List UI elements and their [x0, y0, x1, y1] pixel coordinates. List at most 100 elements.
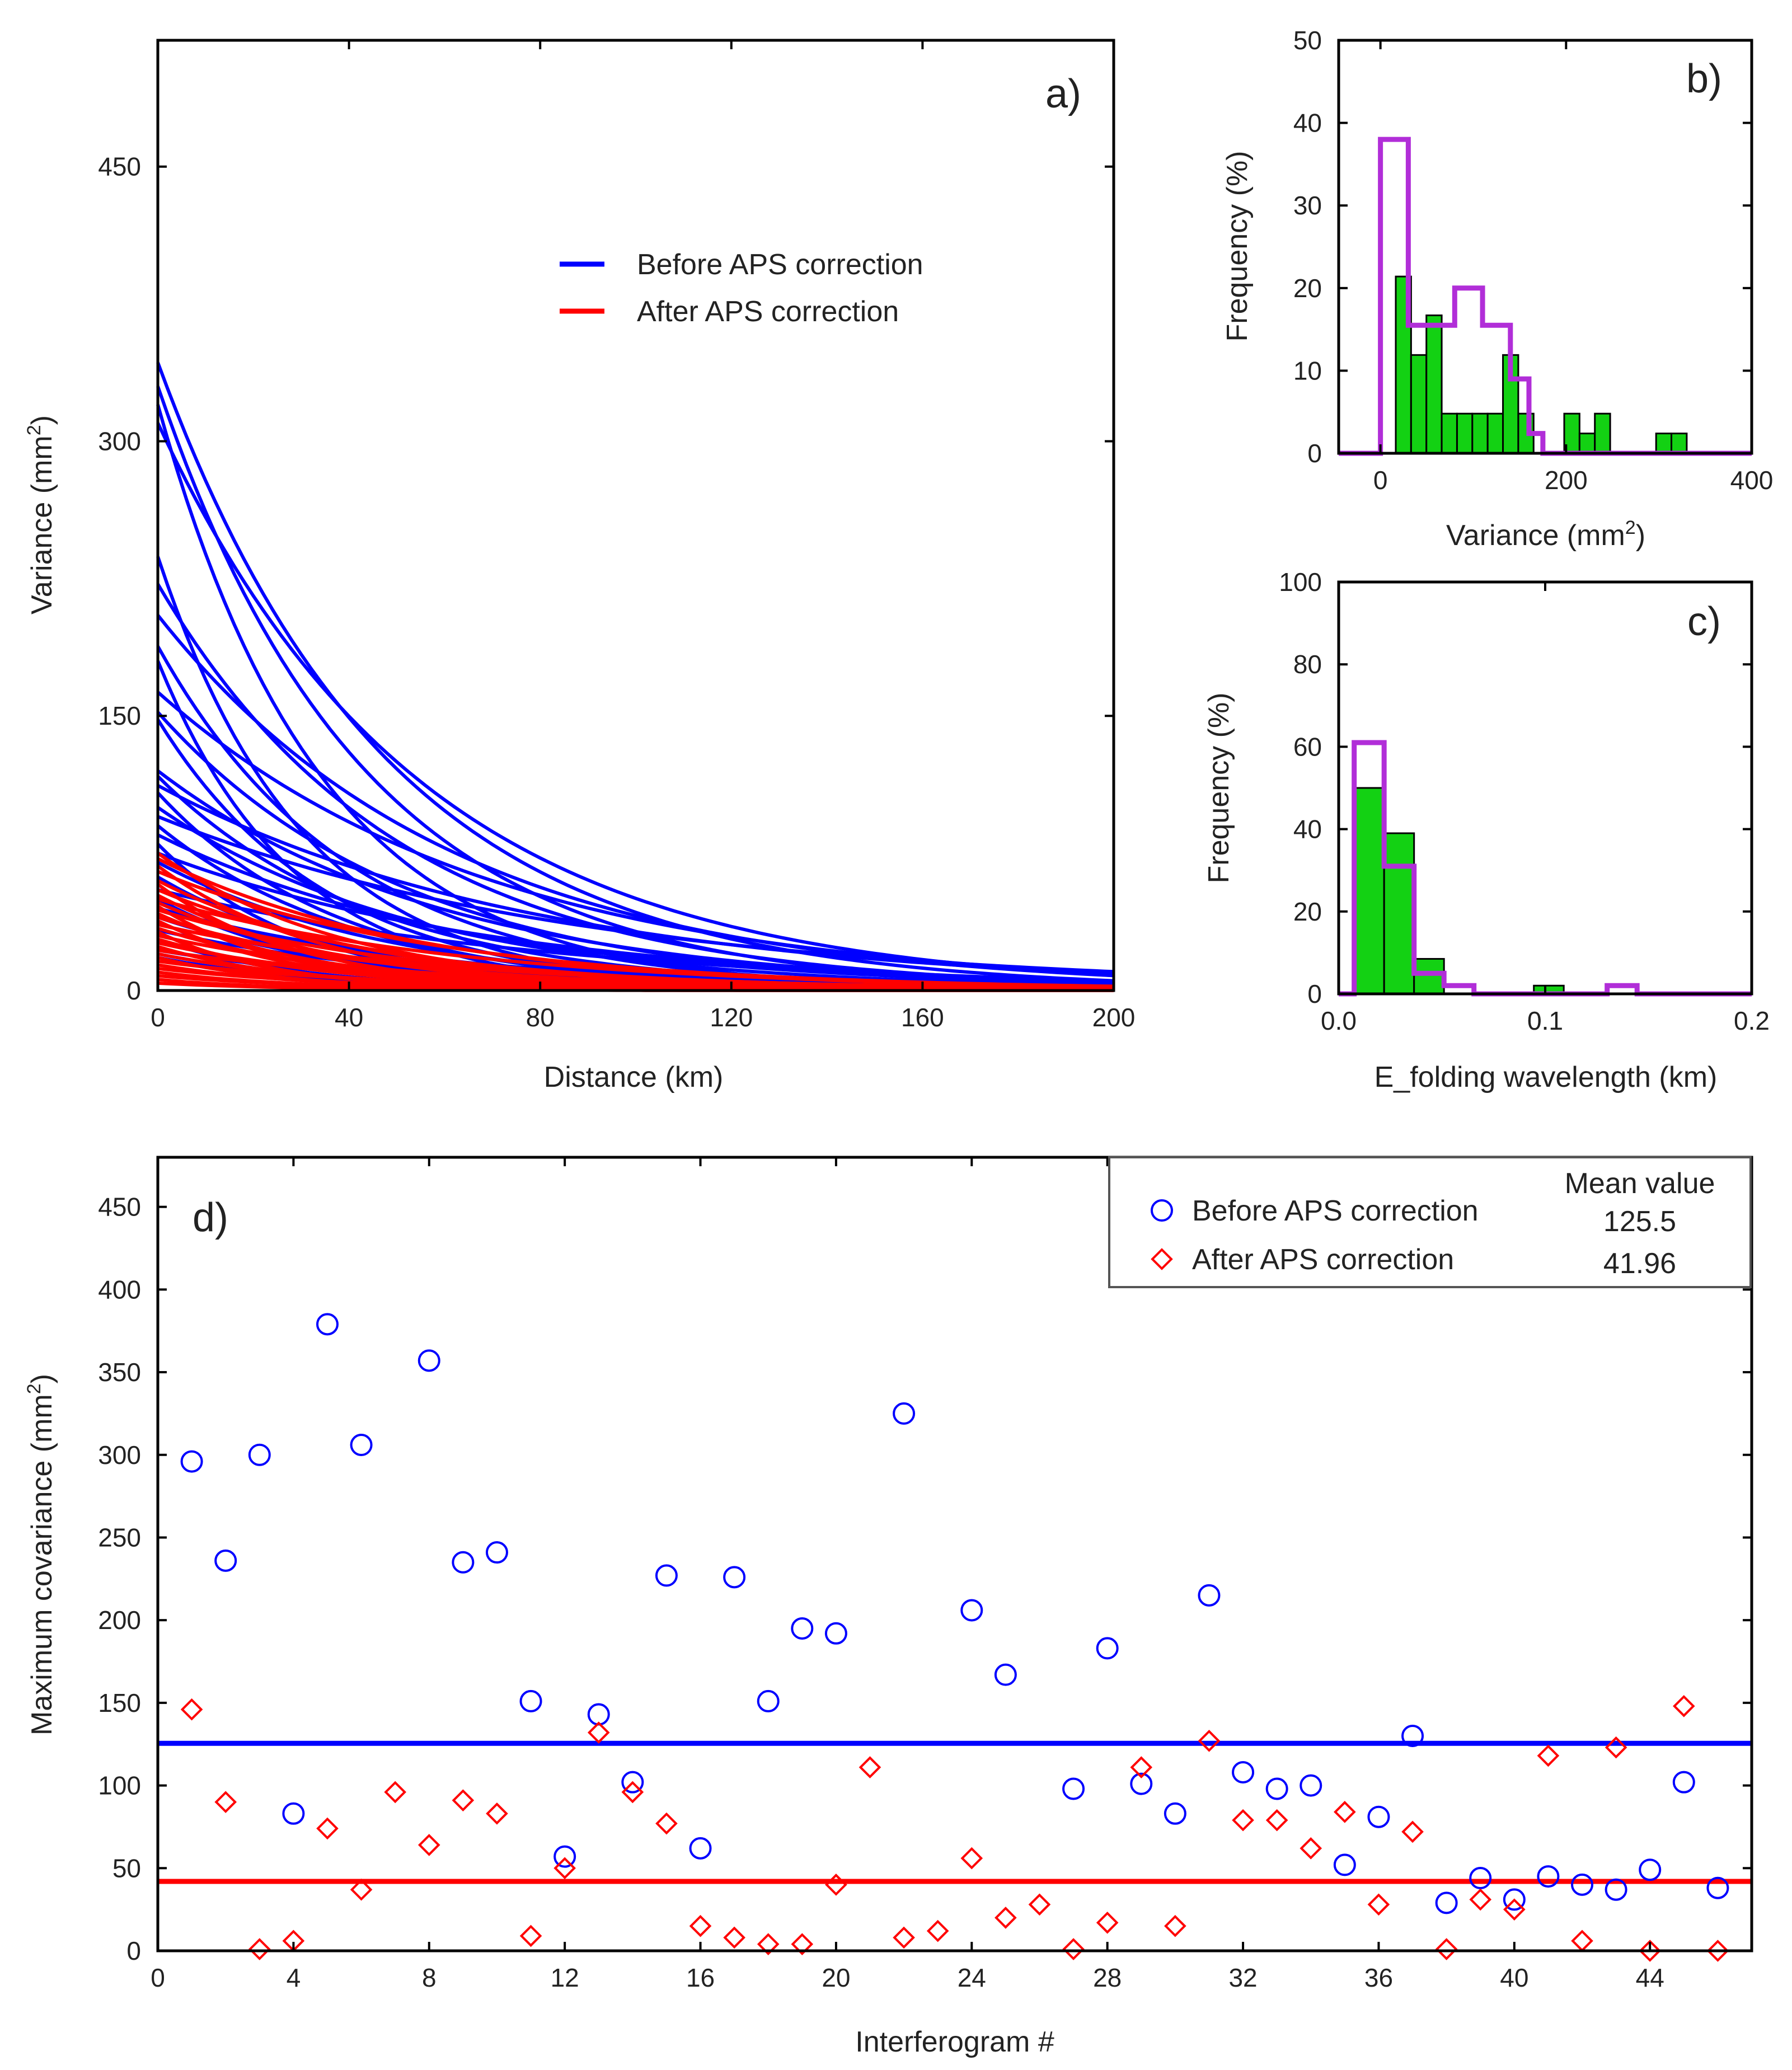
- point-after: [1198, 1730, 1221, 1752]
- panel-b-x-tick-label: 0: [1373, 466, 1388, 495]
- point-after: [486, 1803, 508, 1825]
- point-after: [1164, 1914, 1186, 1937]
- panel-a-x-tick-label: 120: [710, 1003, 753, 1032]
- panel-b-x-tick-label: 200: [1545, 466, 1588, 495]
- point-before: [1639, 1858, 1662, 1881]
- point-before: [791, 1617, 814, 1640]
- panel-c-x-tick-label: 0.1: [1527, 1006, 1563, 1035]
- panel-d-frame: [156, 1156, 1753, 1952]
- histogram-bar: [1353, 787, 1385, 995]
- histogram-bar: [1655, 433, 1673, 454]
- histogram-bar: [1594, 412, 1611, 454]
- point-before: [689, 1837, 712, 1860]
- panel-a-y-axis-label: Variance (mm2): [24, 415, 58, 614]
- panel-c-y-tick-label: 80: [1293, 650, 1322, 679]
- point-after: [825, 1874, 847, 1896]
- point-after: [1503, 1898, 1526, 1921]
- legend-after-marker: [1151, 1248, 1173, 1270]
- panel-c-bars: [1353, 787, 1565, 995]
- panel-a-y-tick-label: 450: [98, 152, 141, 181]
- panel-a-frame: [156, 39, 1115, 992]
- point-after: [587, 1721, 610, 1744]
- panel-d-x-tick-label: 24: [958, 1963, 986, 1992]
- point-after: [689, 1914, 712, 1937]
- panel-c-x-axis-label: E_folding wavelength (km): [1375, 1061, 1718, 1093]
- panel-d-legend-box: [1108, 1156, 1752, 1288]
- point-after: [859, 1756, 881, 1778]
- panel-d-x-tick-label: 16: [686, 1963, 715, 1992]
- panel-d-y-tick-label: 350: [98, 1358, 141, 1387]
- panel-b-y-tick-label: 20: [1293, 274, 1322, 303]
- panel-c-y-tick-label: 40: [1293, 815, 1322, 844]
- panel-b-label: b): [1686, 57, 1722, 101]
- legend-mean-header: Mean value: [1565, 1167, 1715, 1200]
- panel-c-y-tick-label: 20: [1293, 897, 1322, 926]
- panel-d-x-tick-label: 12: [551, 1963, 579, 1992]
- point-before: [1130, 1772, 1153, 1795]
- panel-d-y-tick-label: 250: [98, 1523, 141, 1552]
- point-after: [893, 1926, 915, 1949]
- panel-d-points: [180, 1313, 1729, 1962]
- panel-a-label: a): [1045, 72, 1081, 116]
- point-after: [519, 1925, 542, 1947]
- point-after: [417, 1834, 440, 1856]
- point-before: [1232, 1761, 1255, 1783]
- point-before: [994, 1663, 1017, 1686]
- point-after: [282, 1930, 305, 1952]
- panel-a-x-axis-label: Distance (km): [544, 1061, 724, 1093]
- point-before: [519, 1689, 542, 1712]
- histogram-bar: [1471, 412, 1489, 454]
- curve-before: [157, 815, 1114, 974]
- panel-d-x-tick-label: 44: [1636, 1963, 1664, 1992]
- panel-b-y-axis-label: Frequency (%): [1221, 151, 1254, 342]
- point-before: [1333, 1853, 1356, 1876]
- histogram-bar: [1425, 315, 1443, 454]
- point-before: [452, 1551, 475, 1574]
- point-before: [1062, 1777, 1085, 1800]
- histogram-bar: [1413, 957, 1445, 995]
- point-before: [1469, 1867, 1492, 1890]
- point-before: [893, 1402, 916, 1425]
- panel-d-y-tick-label: 400: [98, 1275, 141, 1304]
- panel-d-y-tick-label: 300: [98, 1440, 141, 1470]
- panel-d-x-tick-label: 36: [1364, 1963, 1393, 1992]
- histogram-bar: [1486, 412, 1504, 454]
- panel-d-x-tick-label: 32: [1228, 1963, 1257, 1992]
- point-after: [960, 1847, 983, 1870]
- panel-d-y-tick-label: 0: [126, 1936, 141, 1965]
- point-before: [1164, 1802, 1186, 1825]
- panel-d-y-tick-label: 50: [112, 1853, 141, 1883]
- point-after: [757, 1933, 780, 1955]
- point-after: [214, 1791, 237, 1813]
- point-before: [1265, 1777, 1288, 1800]
- panel-d-y-tick-label: 450: [98, 1193, 141, 1222]
- panel-a-x-ticks: 0 40 80 120 160 200: [151, 40, 1135, 1032]
- curve-after: [157, 897, 1114, 988]
- legend-after-label-d: After APS correction: [1192, 1243, 1454, 1276]
- panel-d-label: d): [193, 1195, 228, 1240]
- point-after: [248, 1938, 271, 1960]
- point-after: [1232, 1809, 1254, 1832]
- panel-c-x-ticks: 0.0 0.10.1 0.2: [1321, 582, 1770, 1035]
- panel-d-y-tick-label: 150: [98, 1688, 141, 1717]
- point-before: [1503, 1888, 1526, 1911]
- panel-c-x-tick-label: 0.2: [1734, 1006, 1770, 1035]
- point-after: [1639, 1940, 1662, 1962]
- point-after: [350, 1878, 373, 1901]
- point-after: [316, 1817, 339, 1840]
- panel-b-y-tick-label: 10: [1293, 356, 1322, 385]
- point-after: [1401, 1820, 1424, 1843]
- point-before: [1706, 1876, 1729, 1899]
- panel-d-y-ticks: 0 50 100 150 200 250 300 350 400 450: [98, 1193, 1752, 1965]
- panel-d-y-tick-label: 100: [98, 1771, 141, 1800]
- point-after: [926, 1919, 949, 1942]
- panel-b-y-tick-label: 30: [1293, 191, 1322, 220]
- panel-d-x-tick-label: 8: [422, 1963, 437, 1992]
- panel-c-y-tick-label: 0: [1307, 979, 1322, 1008]
- point-after: [655, 1812, 678, 1835]
- histogram-bar: [1441, 412, 1458, 454]
- point-before: [1401, 1724, 1424, 1747]
- point-before: [1300, 1774, 1322, 1797]
